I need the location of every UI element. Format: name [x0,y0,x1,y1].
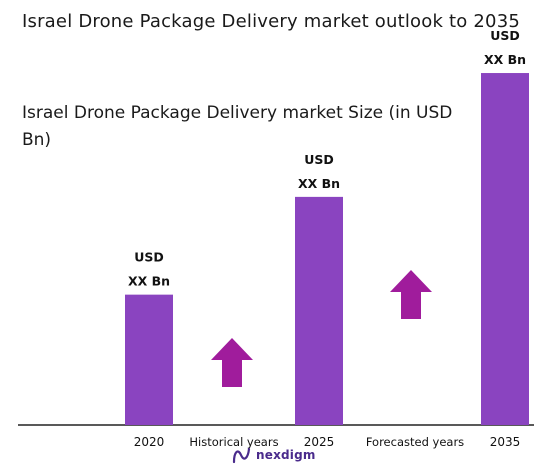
chart-title: Israel Drone Package Delivery market Siz… [22,103,453,150]
data-label-2020-line-2: XX Bn [128,274,170,289]
growth-arrow-icon [390,270,432,319]
brand-logo: nexdigm [232,446,316,464]
bar-2020 [125,294,173,425]
brand-name: nexdigm [256,448,316,462]
nexdigm-logo-icon [232,447,251,464]
page-title: Israel Drone Package Delivery market out… [22,11,521,32]
data-label-2025-line-1: USD [304,152,334,167]
data-label-2020-line-1: USD [134,250,164,265]
bar-2025 [295,196,343,425]
x-tick-label-2020: 2020 [134,435,165,449]
x-tick-label-2035: 2035 [490,435,521,449]
data-label-2025-line-2: XX Bn [298,176,340,191]
data-label-2035-line-1: USD [490,28,520,43]
growth-arrow-icon [211,338,253,387]
period-label-1: Historical years [189,435,278,449]
x-tick-label-2025: 2025 [304,435,335,449]
period-label-2: Forecasted years [366,435,464,449]
bar-2035 [481,73,529,426]
data-label-2035-line-2: XX Bn [484,52,526,67]
